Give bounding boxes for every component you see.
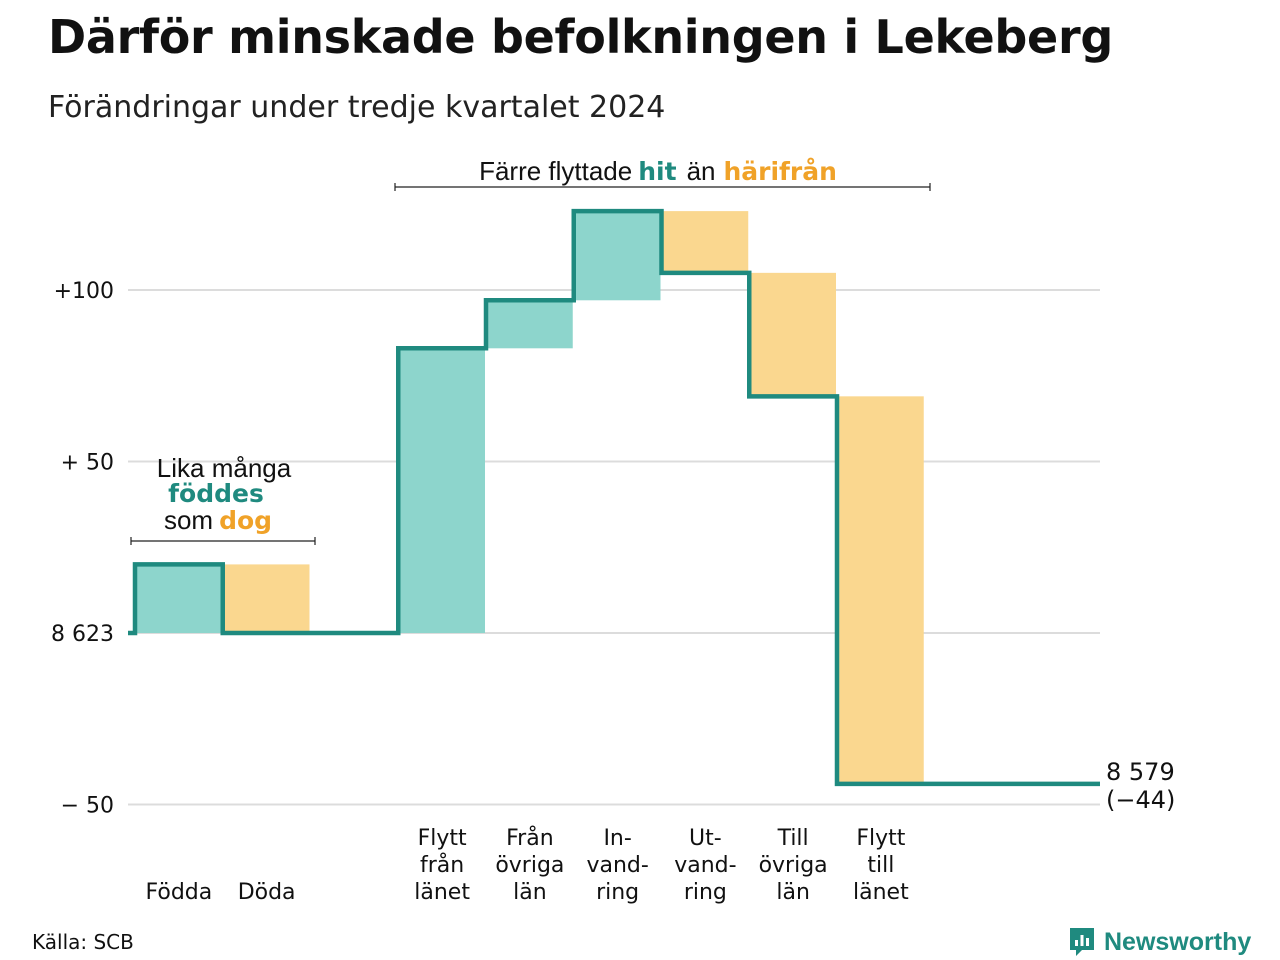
x-tick-label: från [420,852,464,878]
end-value-label: 8 579 (−44) [1106,758,1175,814]
brand-name: Newsworthy [1104,927,1252,956]
bar [750,272,836,397]
annotation-migration-hit: hit [638,157,676,186]
bar [399,348,485,633]
x-tick-label: länet [414,880,470,905]
source-credit: Källa: SCB [32,930,134,954]
x-tick-label: länet [853,880,909,905]
migration-annotation: Färre flyttade hit än härifrån [394,156,931,191]
x-tick-label: In- [603,826,631,851]
bar [838,396,924,784]
y-tick-label: + 50 [61,451,114,476]
x-tick-label: Ut- [689,826,722,851]
gridlines [128,289,1100,806]
x-tick-label: ring [684,880,727,905]
annotation-migration-part1: Färre flyttade [479,156,632,186]
bar [136,564,222,633]
x-tick-label: Till [777,826,809,851]
chart-subtitle: Förändringar under tredje kvartalet 2024 [48,90,666,125]
bar [662,211,749,273]
y-tick-label: +100 [54,279,114,304]
annotation-births-line1: Lika många [157,453,292,483]
newsworthy-logo-icon [1070,928,1094,956]
annotation-migration: Färre flyttade hit än härifrån [479,156,837,186]
end-change: (−44) [1106,786,1175,814]
annotation-births-line2: föddes [168,479,264,508]
y-tick-label: − 50 [61,794,114,819]
births-deaths-annotation: Lika många föddes som dog [130,453,316,545]
annotation-migration-harifran: härifrån [723,157,836,186]
newsworthy-brand: Newsworthy [1068,924,1251,960]
x-tick-label: län [513,880,547,905]
x-tick-label: vand- [674,853,736,878]
births-bracket [130,537,316,545]
x-axis-labels: Födda DödaFlyttfrånlänetFrånövrigalänIn-v… [146,825,910,905]
bar [487,300,573,349]
x-tick-label: till [867,853,894,878]
bar [574,211,661,301]
waterfall-chart: +100+ 508 623− 50 Födda DödaFlyttfrånläne… [51,156,1175,905]
annotation-migration-part3: än [687,156,716,186]
bars [136,211,924,784]
end-value: 8 579 [1106,758,1175,786]
annotation-births-dog: dog [219,506,272,535]
x-tick-label: ring [596,880,639,905]
x-tick-label: Från [506,825,554,851]
annotation-births-line3: som dog [164,505,272,535]
x-tick-label: vand- [586,853,648,878]
chart-title: Därför minskade befolkningen i Lekeberg [48,10,1113,64]
x-tick-label: övriga [759,853,828,878]
annotation-births-som: som [164,505,213,535]
bar [223,564,310,633]
x-tick-label: län [776,880,810,905]
y-axis-ticks: +100 + 50 8 623 − 50 [51,279,114,819]
x-tick-label: Flytt [418,826,467,851]
y-tick-label: 8 623 [51,622,114,647]
migration-bracket [394,183,931,191]
x-tick-label: Flytt [856,826,905,851]
x-tick-label: Födda [146,880,213,905]
x-tick-label: Döda [238,880,296,905]
x-tick-label: övriga [495,853,564,878]
cumulative-step-line [128,208,1100,787]
